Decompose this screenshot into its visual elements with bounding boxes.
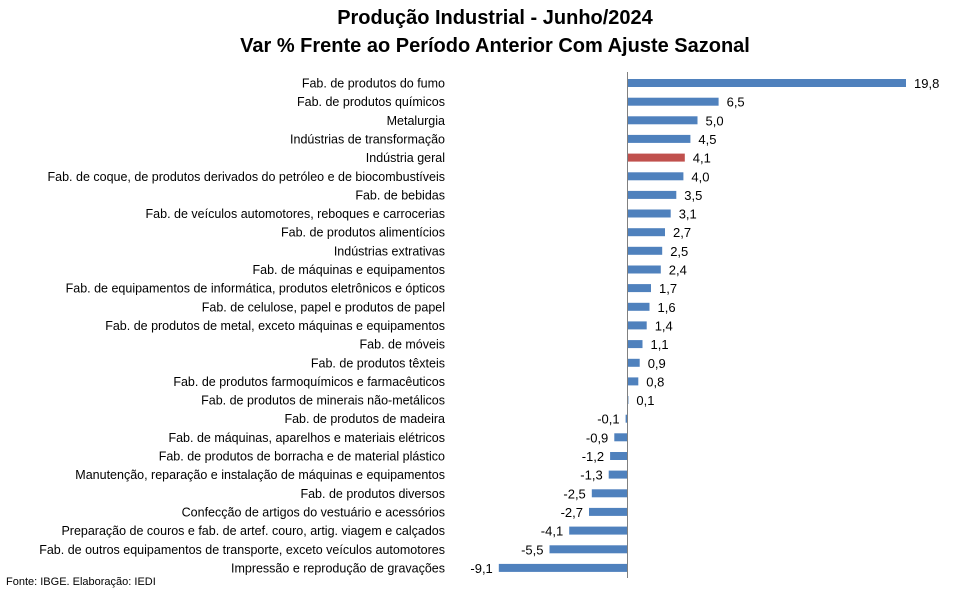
category-label: Fab. de bebidas	[355, 188, 445, 202]
bar	[627, 172, 684, 181]
data-label: 1,7	[659, 281, 677, 296]
category-label: Fab. de celulose, papel e produtos de pa…	[202, 300, 445, 314]
data-label: 5,0	[706, 113, 724, 128]
category-label: Fab. de máquinas e equipamentos	[253, 263, 446, 277]
bar	[627, 377, 639, 386]
category-label: Impressão e reprodução de gravações	[231, 561, 445, 575]
bar	[608, 470, 627, 479]
data-label: -4,1	[541, 524, 563, 539]
category-label: Fab. de produtos químicos	[297, 95, 445, 109]
category-label: Metalurgia	[387, 114, 445, 128]
bar	[627, 97, 719, 106]
data-label: 2,5	[670, 244, 688, 259]
bars-layer	[498, 79, 906, 572]
data-label: 19,8	[914, 76, 939, 91]
data-label: -1,3	[580, 468, 602, 483]
category-label: Fab. de produtos farmoquímicos e farmacê…	[173, 375, 445, 389]
bar	[627, 302, 650, 311]
category-label: Manutenção, reparação e instalação de má…	[75, 468, 445, 482]
bar	[627, 228, 665, 237]
bar	[627, 153, 685, 162]
category-label: Fab. de produtos de metal, exceto máquin…	[105, 319, 445, 333]
data-label: 4,1	[693, 151, 711, 166]
data-label: 0,9	[648, 356, 666, 371]
category-label: Confecção de artigos do vestuário e aces…	[182, 506, 445, 520]
bar	[627, 134, 691, 143]
bar	[589, 507, 627, 516]
data-label: 0,8	[646, 374, 664, 389]
category-label: Fab. de produtos de madeira	[284, 412, 445, 426]
category-label: Fab. de máquinas, aparelhos e materiais …	[168, 431, 445, 445]
bar	[627, 321, 647, 330]
bar	[627, 358, 640, 367]
category-label: Fab. de produtos alimentícios	[281, 226, 445, 240]
bar	[591, 489, 627, 498]
category-label: Indústrias extrativas	[334, 244, 445, 258]
bar	[627, 79, 906, 87]
bar	[610, 452, 627, 460]
data-label: 1,4	[655, 318, 673, 333]
data-label: 2,4	[669, 263, 687, 278]
bar	[627, 284, 651, 293]
chart-subtitle: Var % Frente ao Período Anterior Com Aju…	[240, 35, 750, 57]
bar	[614, 433, 627, 442]
data-label: 3,5	[684, 188, 702, 203]
data-label: 1,1	[651, 337, 669, 352]
bar	[627, 116, 698, 125]
bar	[569, 526, 627, 535]
data-label: 6,5	[727, 95, 745, 110]
category-label: Fab. de produtos têxteis	[311, 356, 445, 370]
category-label: Fab. de móveis	[360, 338, 445, 352]
data-label: -0,9	[586, 430, 608, 445]
bar	[498, 563, 627, 572]
data-label: 4,0	[691, 169, 709, 184]
data-label: 1,6	[658, 300, 676, 315]
bar	[627, 265, 661, 274]
data-label: 0,1	[636, 393, 654, 408]
source-note: Fonte: IBGE. Elaboração: IEDI	[6, 576, 156, 588]
data-label: 4,5	[698, 132, 716, 147]
bar	[627, 209, 671, 218]
data-label: 3,1	[679, 207, 697, 222]
data-label: -5,5	[521, 542, 543, 557]
bar	[549, 545, 627, 554]
category-label: Fab. de equipamentos de informática, pro…	[66, 282, 445, 296]
category-label: Fab. de produtos de borracha e de materi…	[159, 450, 445, 464]
data-label: -2,7	[561, 505, 583, 520]
category-label: Fab. de outros equipamentos de transport…	[39, 543, 445, 557]
labels-layer: Fab. de produtos do fumo 19,8 Fab. de prod…	[39, 76, 939, 576]
data-label: -9,1	[470, 561, 492, 576]
category-label: Fab. de coque, de produtos derivados do …	[48, 170, 445, 184]
category-label: Preparação de couros e fab. de artef. co…	[61, 524, 445, 538]
data-label: 2,7	[673, 225, 691, 240]
category-label: Fab. de produtos de minerais não-metálic…	[201, 394, 445, 408]
data-label: -1,2	[582, 449, 604, 464]
category-label: Fab. de veículos automotores, reboques e…	[146, 207, 445, 221]
data-label: -0,1	[597, 412, 619, 427]
category-label: Fab. de produtos do fumo	[302, 77, 445, 91]
category-label: Indústrias de transformação	[290, 132, 445, 146]
bar	[625, 414, 627, 423]
chart-title: Produção Industrial - Junho/2024	[337, 7, 653, 29]
bar	[627, 340, 643, 349]
category-label: Indústria geral	[366, 151, 445, 165]
data-label: -2,5	[563, 486, 585, 501]
category-label: Fab. de produtos diversos	[300, 487, 445, 501]
bar	[627, 190, 677, 199]
bar	[627, 246, 663, 255]
